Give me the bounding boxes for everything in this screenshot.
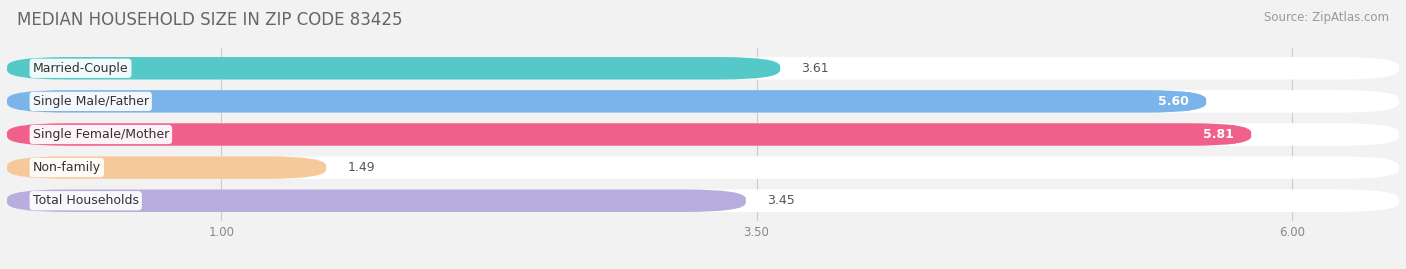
FancyBboxPatch shape bbox=[7, 57, 1399, 80]
Text: Total Households: Total Households bbox=[32, 194, 139, 207]
FancyBboxPatch shape bbox=[7, 189, 745, 212]
Text: Source: ZipAtlas.com: Source: ZipAtlas.com bbox=[1264, 11, 1389, 24]
FancyBboxPatch shape bbox=[7, 57, 780, 80]
FancyBboxPatch shape bbox=[7, 156, 1399, 179]
Text: 5.60: 5.60 bbox=[1159, 95, 1189, 108]
FancyBboxPatch shape bbox=[7, 123, 1251, 146]
Text: Single Male/Father: Single Male/Father bbox=[32, 95, 149, 108]
FancyBboxPatch shape bbox=[7, 156, 326, 179]
FancyBboxPatch shape bbox=[7, 189, 1399, 212]
Text: Married-Couple: Married-Couple bbox=[32, 62, 128, 75]
Text: 3.45: 3.45 bbox=[768, 194, 794, 207]
Text: Non-family: Non-family bbox=[32, 161, 101, 174]
Text: 5.81: 5.81 bbox=[1204, 128, 1234, 141]
FancyBboxPatch shape bbox=[7, 90, 1399, 113]
Text: MEDIAN HOUSEHOLD SIZE IN ZIP CODE 83425: MEDIAN HOUSEHOLD SIZE IN ZIP CODE 83425 bbox=[17, 11, 402, 29]
Text: 3.61: 3.61 bbox=[801, 62, 830, 75]
FancyBboxPatch shape bbox=[7, 90, 1206, 113]
Text: 1.49: 1.49 bbox=[347, 161, 375, 174]
Text: Single Female/Mother: Single Female/Mother bbox=[32, 128, 169, 141]
FancyBboxPatch shape bbox=[7, 123, 1399, 146]
